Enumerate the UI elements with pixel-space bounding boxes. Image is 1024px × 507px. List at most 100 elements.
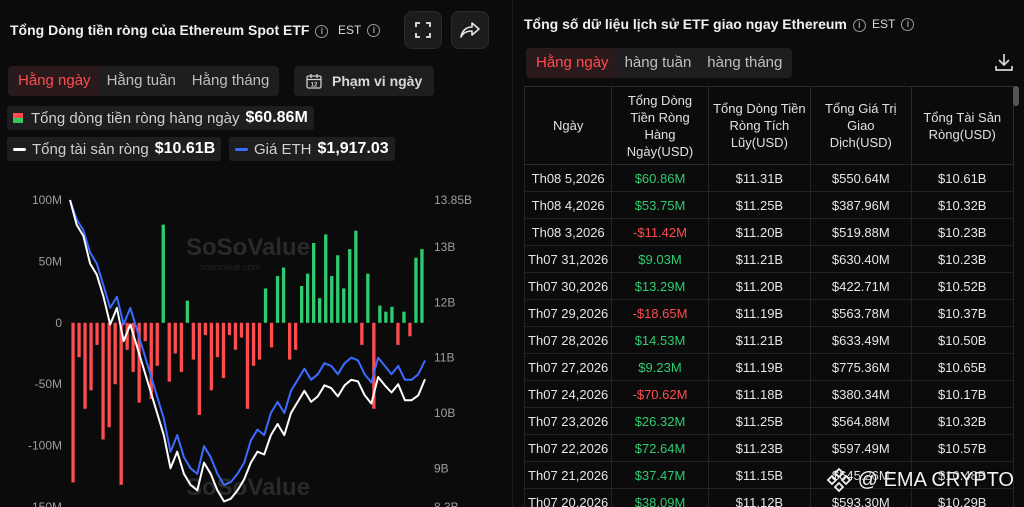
table-row[interactable]: Th07 23,2026 $26.32M $11.25B $564.88M $10.32… (523, 407, 1014, 435)
flow-bar[interactable] (294, 322, 298, 350)
flow-bar[interactable] (318, 298, 322, 323)
flow-bar[interactable] (197, 322, 201, 415)
flow-bar[interactable] (167, 322, 171, 382)
col-header-date[interactable]: Ngày (523, 86, 613, 165)
table-row[interactable]: Th07 30,2026 $13.29M $11.20B $422.71M $10.52… (523, 272, 1014, 300)
flow-bar[interactable] (137, 322, 141, 403)
flow-bar[interactable] (125, 322, 129, 350)
flow-bar[interactable] (324, 234, 328, 323)
col-header-daily-flow[interactable]: Tổng Dòng Tiền Ròng Hàng Ngày(USD) (611, 86, 709, 165)
table-row[interactable]: Th07 29,2026 -$18.65M $11.19B $563.78M $10.3… (523, 299, 1014, 327)
table-row[interactable]: Th07 24,2026 -$70.62M $11.18B $380.34M $10.1… (523, 380, 1014, 408)
flow-bar[interactable] (221, 322, 226, 379)
timezone-label[interactable]: EST i (338, 23, 381, 38)
table-row[interactable]: Th07 28,2026 $14.53M $11.21B $633.49M $10.50… (523, 326, 1014, 354)
tab-monthly[interactable]: Hằng tháng (191, 72, 270, 89)
flow-bar[interactable] (257, 322, 262, 360)
tab-daily-right[interactable]: Hằng ngày (528, 48, 617, 78)
flow-bar[interactable] (275, 276, 280, 323)
flow-bar[interactable] (263, 288, 268, 323)
table-row[interactable]: Th08 4,2026 $53.75M $11.25B $387.96M $10.32B (523, 191, 1014, 219)
flow-bar[interactable] (342, 288, 346, 323)
flow-bar[interactable] (300, 286, 304, 323)
table-row[interactable]: Th07 21,2026 $37.47M $11.15B $645.26M $10.48… (523, 461, 1014, 489)
share-button[interactable] (451, 11, 489, 49)
eth-price-line[interactable] (69, 199, 426, 486)
flow-bar[interactable] (336, 255, 340, 323)
flow-bar[interactable] (366, 273, 370, 323)
info-icon[interactable]: i (901, 18, 915, 32)
flow-bar[interactable] (227, 322, 232, 336)
table-row[interactable]: Th08 5,2026 $60.86M $11.31B $550.64M $10.61B (523, 164, 1014, 192)
table-row[interactable]: Th07 20,2026 $38.09M $11.12B $593.30M $10.29… (523, 488, 1014, 507)
flow-bar[interactable] (390, 306, 394, 323)
flow-bar[interactable] (288, 322, 292, 360)
flow-bar[interactable] (396, 322, 400, 345)
flow-bar[interactable] (83, 322, 87, 409)
flow-bar[interactable] (179, 322, 183, 372)
tab-weekly[interactable]: Hằng tuần (106, 72, 176, 89)
tab-monthly-right[interactable]: hàng tháng (707, 54, 783, 71)
legend-net-assets[interactable]: Tổng tài sản ròng $10.61B (7, 137, 222, 161)
col-header-cumulative-flow[interactable]: Tổng Dòng Tiền Ròng Tích Lũy(USD) (707, 86, 812, 165)
flow-bar[interactable] (89, 322, 93, 391)
flow-bar[interactable] (71, 322, 75, 483)
flow-bar[interactable] (239, 322, 244, 338)
flow-bar[interactable] (408, 322, 412, 337)
flow-bar[interactable] (185, 300, 189, 323)
flow-bar[interactable] (191, 322, 195, 360)
flow-bar[interactable] (251, 322, 256, 366)
flow-bar[interactable] (414, 257, 418, 323)
flow-bar[interactable] (312, 243, 316, 323)
fullscreen-button[interactable] (404, 11, 442, 49)
legend-daily-flow[interactable]: Tổng dòng tiền ròng hàng ngày $60.86M (7, 106, 314, 130)
flow-bar[interactable] (402, 311, 406, 323)
download-button[interactable] (994, 52, 1014, 77)
flow-bar[interactable] (143, 322, 147, 342)
flow-bar[interactable] (306, 273, 310, 323)
info-icon[interactable]: i (315, 24, 329, 38)
flow-bar[interactable] (372, 322, 376, 409)
flow-bar[interactable] (330, 276, 334, 323)
net-assets-line[interactable] (69, 199, 426, 503)
tab-weekly-right[interactable]: hàng tuần (624, 54, 692, 71)
flow-bar[interactable] (77, 322, 81, 358)
table-row[interactable]: Th08 3,2026 -$11.42M $11.20B $519.88M $10.23… (523, 218, 1014, 246)
col-header-net-assets[interactable]: Tổng Tài Sản Ròng(USD) (910, 86, 1014, 165)
flow-bar[interactable] (384, 311, 388, 323)
table-row[interactable]: Th07 31,2026 $9.03M $11.21B $630.40M $10.23B (523, 245, 1014, 273)
tab-daily[interactable]: Hằng ngày (10, 66, 99, 96)
timezone-label-right[interactable]: EST i (872, 17, 915, 32)
flow-bar[interactable] (233, 322, 238, 350)
table-row[interactable]: Th07 27,2026 $9.23M $11.19B $775.36M $10.65B (523, 353, 1014, 381)
flow-bar[interactable] (119, 322, 123, 485)
flow-bar[interactable] (149, 322, 153, 399)
flow-bar[interactable] (113, 322, 117, 385)
flow-bar[interactable] (348, 249, 352, 323)
flow-bar[interactable] (131, 322, 135, 372)
flow-bar[interactable] (203, 322, 207, 336)
flow-bar[interactable] (107, 322, 111, 428)
legend-eth-price[interactable]: Giá ETH $1,917.03 (229, 137, 395, 161)
flow-bar[interactable] (209, 322, 213, 391)
flow-bar[interactable] (95, 322, 99, 345)
date-range-button[interactable]: 12 Phạm vi ngày (294, 66, 435, 96)
info-icon[interactable]: i (367, 24, 381, 38)
flow-bar[interactable] (378, 305, 382, 323)
flow-bar[interactable] (155, 322, 159, 366)
table-scrollbar[interactable] (1013, 86, 1019, 106)
flow-bar[interactable] (281, 267, 286, 323)
flow-bar[interactable] (360, 322, 364, 345)
table-row[interactable]: Th07 22,2026 $72.64M $11.23B $597.49M $10.57… (523, 434, 1014, 462)
flow-bar[interactable] (215, 322, 220, 358)
flow-bar[interactable] (173, 322, 177, 354)
flow-bar[interactable] (245, 322, 250, 409)
flow-bar[interactable] (269, 322, 274, 348)
col-header-value-traded[interactable]: Tổng Giá Trị Giao Dịch(USD) (810, 86, 912, 165)
flow-bar[interactable] (420, 249, 424, 323)
flow-bar[interactable] (101, 322, 105, 440)
flow-bar[interactable] (354, 230, 358, 323)
flow-bar[interactable] (161, 224, 165, 323)
info-icon[interactable]: i (852, 18, 866, 32)
